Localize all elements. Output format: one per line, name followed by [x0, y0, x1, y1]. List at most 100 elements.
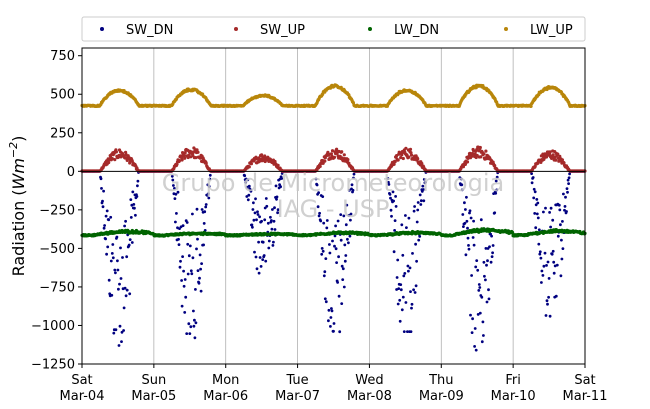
data-point [407, 216, 411, 220]
data-point [415, 259, 418, 263]
data-point [118, 282, 121, 286]
data-point [179, 259, 182, 263]
data-point [410, 306, 413, 310]
y-tick-label: −1250 [31, 358, 75, 373]
data-point [264, 259, 268, 263]
data-point [554, 294, 558, 298]
data-point [186, 272, 190, 276]
data-point [491, 244, 495, 247]
data-point [178, 227, 181, 231]
x-tick-date: Mar-04 [60, 389, 105, 404]
data-point [560, 238, 563, 242]
x-tick-date: Mar-10 [491, 389, 536, 404]
data-point [196, 269, 200, 272]
data-point [482, 152, 486, 156]
data-point [178, 265, 182, 269]
data-point [119, 246, 122, 250]
data-point [415, 220, 419, 224]
data-point [253, 211, 257, 215]
data-point [463, 221, 467, 225]
data-point [116, 268, 120, 272]
data-point [564, 195, 567, 199]
data-point [110, 252, 114, 255]
data-point [273, 206, 276, 210]
data-point [410, 302, 414, 306]
data-point [245, 195, 249, 198]
data-point [199, 267, 203, 271]
y-tick-label: −250 [39, 203, 75, 218]
data-point [471, 236, 475, 239]
data-point [352, 176, 355, 180]
data-point [533, 190, 537, 194]
data-point [323, 270, 327, 274]
data-point [346, 158, 350, 162]
data-point [549, 206, 553, 210]
data-point [487, 288, 490, 292]
data-point [323, 159, 327, 163]
data-point [493, 164, 497, 168]
data-point [190, 272, 194, 276]
data-point [269, 215, 272, 219]
data-point [174, 220, 177, 224]
data-point [348, 234, 352, 238]
data-point [558, 154, 562, 158]
data-point [319, 219, 323, 223]
data-point [482, 260, 486, 264]
data-point [272, 240, 275, 244]
data-point [183, 278, 187, 281]
data-point [533, 212, 537, 215]
data-point [420, 161, 424, 166]
data-point [421, 188, 425, 191]
data-point [337, 255, 340, 259]
data-point [102, 226, 106, 230]
data-point [320, 247, 324, 250]
data-point [342, 214, 346, 218]
data-point [206, 192, 210, 196]
data-point [477, 283, 481, 286]
watermark-line-1: Grupo de Micrometeorologia [162, 169, 504, 197]
data-point [249, 162, 253, 166]
data-point [417, 238, 421, 242]
data-point [532, 187, 536, 191]
data-point [181, 151, 185, 155]
data-point [542, 210, 545, 214]
data-point [264, 197, 268, 200]
data-point [177, 237, 180, 241]
data-point [464, 208, 467, 211]
data-point [112, 331, 116, 335]
data-point [397, 287, 401, 290]
data-point [396, 158, 400, 162]
data-point [477, 289, 481, 292]
data-point [392, 199, 395, 203]
data-point [543, 251, 547, 255]
data-point [117, 344, 121, 347]
y-tick-label: −750 [39, 280, 75, 295]
y-tick-label: 0 [67, 165, 75, 180]
data-point [465, 219, 469, 223]
data-point [409, 290, 412, 293]
data-point [478, 311, 482, 315]
data-point [419, 199, 423, 203]
data-point [399, 156, 403, 160]
data-point [344, 254, 348, 257]
data-point [424, 180, 427, 184]
data-point [396, 258, 400, 262]
data-point [261, 240, 265, 244]
data-point [340, 302, 344, 305]
data-point [200, 208, 204, 211]
data-point [186, 242, 190, 246]
data-point [535, 198, 539, 201]
data-point [257, 271, 261, 275]
data-point [510, 230, 515, 235]
data-point [110, 293, 114, 297]
data-point [494, 179, 498, 183]
data-point [104, 214, 108, 218]
data-point [184, 295, 188, 299]
data-point [422, 199, 426, 203]
data-point [270, 219, 273, 222]
data-point [390, 214, 393, 218]
data-point [275, 197, 278, 201]
data-point [465, 160, 470, 164]
data-point [464, 253, 468, 257]
data-point [468, 211, 471, 215]
